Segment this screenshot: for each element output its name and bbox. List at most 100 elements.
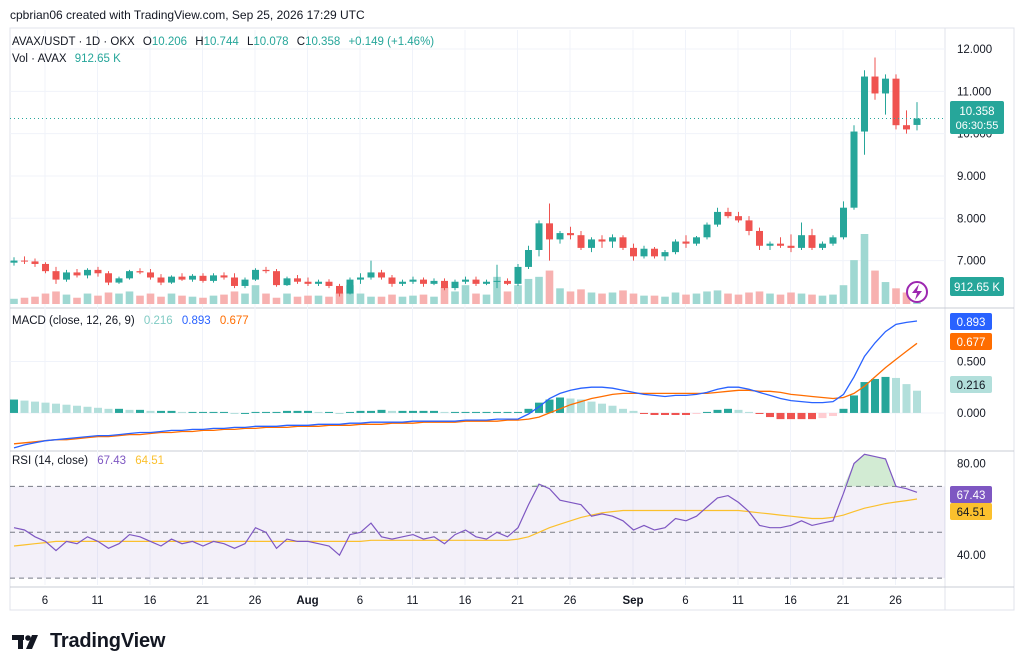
volume-bar xyxy=(724,293,732,304)
macd-hist-bar xyxy=(766,412,774,418)
macd-hist-bar xyxy=(671,412,680,415)
macd-hist-bar xyxy=(734,409,743,413)
time-tick-label: 26 xyxy=(889,595,902,607)
volume-bar xyxy=(230,291,239,304)
candle-body xyxy=(903,125,910,130)
macd-hist-bar xyxy=(136,409,144,413)
candles xyxy=(10,57,945,297)
candle-body xyxy=(672,241,679,253)
change-value: +0.149 (+1.46%) xyxy=(348,36,434,48)
macd-hist-bar xyxy=(913,390,921,413)
macd-hist-bar xyxy=(167,410,176,413)
candle-body xyxy=(619,237,627,248)
high-value: 10.744 xyxy=(204,36,240,48)
candle-body xyxy=(105,273,112,283)
volume-bar xyxy=(829,294,837,304)
candle-body xyxy=(178,276,186,280)
candle-body xyxy=(493,280,501,282)
price-legend: AVAX/USDT · 1D · OKX O10.206 H10.744 L10… xyxy=(12,36,434,48)
macd-hist-bar xyxy=(776,412,785,420)
volume-bar xyxy=(472,293,480,304)
price-tick-label: 12.000 xyxy=(957,44,992,56)
candle-body xyxy=(367,272,375,278)
tradingview-logo-icon xyxy=(12,634,38,649)
volume-bar xyxy=(115,293,123,304)
candle-body xyxy=(504,280,511,284)
watermark-header: cpbrian06 created with TradingView.com, … xyxy=(10,8,365,22)
candle-body xyxy=(378,272,385,278)
macd-tick-label: 0.500 xyxy=(957,356,986,368)
macd-value-badge: 0.893 xyxy=(950,313,992,330)
close-label: C xyxy=(297,36,305,48)
volume-bar xyxy=(860,234,869,304)
rsi-line xyxy=(13,453,918,557)
price-tick-label: 7.000 xyxy=(957,256,986,268)
candle-body xyxy=(84,269,91,276)
flash-icon[interactable] xyxy=(906,281,928,303)
time-tick-label: 26 xyxy=(249,595,262,607)
countdown-value: 06:30:55 xyxy=(956,120,999,132)
macd-hist-bar xyxy=(902,384,911,413)
candle-body xyxy=(304,281,312,284)
close-value: 10.358 xyxy=(305,36,340,48)
hist-value-badge: 0.216 xyxy=(950,376,992,393)
signal-badge-value: 0.677 xyxy=(957,337,986,349)
volume-bar xyxy=(787,292,795,304)
volume-bar xyxy=(598,293,606,304)
macd-hist-bar xyxy=(871,378,879,413)
candle-body xyxy=(703,224,711,238)
time-tick-label: 6 xyxy=(42,595,48,607)
macd-hist-bar xyxy=(220,411,228,413)
volume-bar xyxy=(503,291,512,304)
volume-bar xyxy=(850,260,858,304)
candle-body xyxy=(94,269,102,274)
macd-hist-bar xyxy=(367,410,375,413)
candle-body xyxy=(189,275,196,280)
macd-hist-bar xyxy=(619,408,627,413)
candle-body xyxy=(210,275,217,281)
candle-body xyxy=(840,207,847,238)
macd-hist-bar xyxy=(398,410,407,413)
candle-body xyxy=(483,281,490,284)
macd-hist-bar xyxy=(262,411,270,413)
price-badge: 10.358 06:30:55 xyxy=(950,101,1004,134)
volume-bar xyxy=(314,295,323,304)
macd-hist-bar xyxy=(178,411,186,413)
macd-pane xyxy=(10,320,921,449)
macd-hist-bar xyxy=(146,410,155,413)
volume-bar xyxy=(388,294,396,304)
volume-bar xyxy=(346,285,354,304)
macd-hist-bar xyxy=(52,403,60,413)
candle-body xyxy=(336,285,343,294)
brand-text: TradingView xyxy=(50,630,166,652)
rsi-overbought-fill xyxy=(854,454,865,487)
macd-hist-bar xyxy=(41,402,50,413)
candle-body xyxy=(525,250,532,267)
macd-hist-bar xyxy=(724,408,732,413)
hist-badge-value: 0.216 xyxy=(957,380,986,392)
time-tick-label: 6 xyxy=(682,595,688,607)
candle-body xyxy=(661,252,669,257)
macd-hist-bar xyxy=(503,411,512,413)
time-tick-label: 21 xyxy=(837,595,850,607)
volume-bar xyxy=(157,296,165,304)
macd-hist-bar xyxy=(272,411,281,413)
volume-bar xyxy=(650,295,659,304)
tradingview-brand[interactable]: TradingView xyxy=(12,630,165,653)
candle-body xyxy=(630,247,637,257)
volume-bar xyxy=(104,292,113,304)
candle-body xyxy=(567,233,574,236)
macd-hist-bar xyxy=(577,399,585,413)
symbol-label: AVAX/USDT · 1D · OKX xyxy=(12,36,135,48)
volume-bar xyxy=(776,294,785,304)
macd-hist-bar xyxy=(608,405,617,413)
candle-body xyxy=(819,243,826,248)
candle-body xyxy=(430,280,438,284)
volume-bar xyxy=(640,295,648,304)
macd-hist-bar xyxy=(10,399,18,413)
macd-hist-bar xyxy=(829,412,837,417)
rsi-zone xyxy=(10,485,945,579)
time-tick-label: 16 xyxy=(784,595,797,607)
candle-body xyxy=(609,237,616,242)
